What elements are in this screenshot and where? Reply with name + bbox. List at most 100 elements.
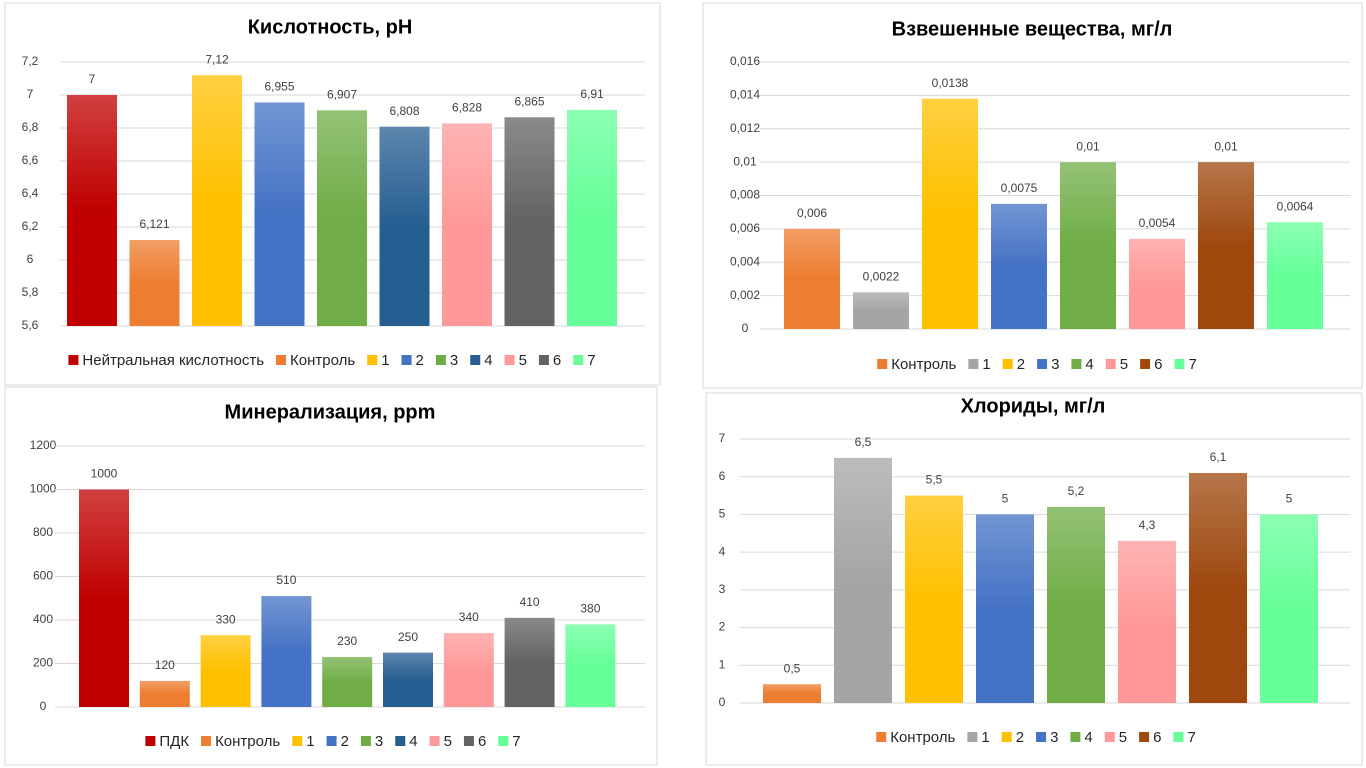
y-tick-label: 0,012	[730, 121, 760, 135]
legend-swatch	[435, 355, 446, 365]
legend-label: 7	[512, 733, 520, 750]
bar	[504, 117, 555, 327]
data-label: 7	[89, 72, 96, 86]
legend-swatch	[360, 736, 371, 746]
y-tick-label: 7	[719, 431, 726, 445]
legend-swatch	[326, 736, 337, 746]
data-label: 0,0138	[932, 76, 969, 90]
bar	[567, 109, 617, 326]
data-label: 0,5	[784, 661, 801, 675]
data-label: 5	[1286, 492, 1293, 506]
chart: Взвешенные вещества, мг/л 0 0,002 0,004 0,00…	[730, 18, 1350, 373]
legend-label: 7	[1188, 356, 1196, 373]
legend-swatch	[968, 359, 979, 369]
data-label: 6,907	[327, 88, 357, 102]
legend-swatch	[1002, 359, 1013, 369]
bar	[991, 203, 1047, 329]
chart: Кислотность, pH 5,6 5,8 6 6,2 6,4 6,6 6,8 7 7,2 7 6…	[22, 16, 645, 369]
bar	[254, 102, 305, 326]
legend-swatch	[877, 359, 888, 369]
y-tick-label: 0	[40, 699, 47, 713]
y-tick-label: 7	[27, 87, 34, 101]
legend-label: 5	[444, 733, 452, 750]
bar	[976, 514, 1034, 703]
legend-label: 2	[341, 733, 349, 750]
bar	[442, 123, 492, 326]
legend-swatch	[395, 736, 406, 746]
bar	[322, 656, 373, 707]
y-tick-label: 0,016	[730, 54, 760, 68]
y-tick-label: 6	[27, 252, 34, 266]
y-tick-label: 800	[33, 525, 53, 539]
legend-label: 1	[381, 352, 389, 369]
legend-label: Контроль	[891, 356, 956, 373]
bar	[200, 635, 251, 707]
legend-label: 6	[1153, 729, 1161, 746]
legend-label: 6	[1154, 356, 1162, 373]
data-label: 0,0022	[863, 269, 900, 283]
legend-swatch	[463, 736, 474, 746]
legend-swatch	[876, 732, 887, 742]
data-label: 6,865	[514, 94, 544, 108]
legend-swatch	[276, 355, 287, 365]
legend-label: 4	[484, 352, 492, 369]
legend-label: 1	[982, 356, 990, 373]
y-tick-label: 0,008	[730, 188, 760, 202]
data-label: 5,5	[926, 473, 943, 487]
legend-label: 5	[1120, 356, 1128, 373]
legend-label: 2	[416, 352, 424, 369]
chart-title: Хлориды, мг/л	[961, 395, 1106, 417]
data-label: 6,91	[580, 87, 604, 101]
data-label: 6,1	[1210, 450, 1227, 464]
y-tick-label: 6	[719, 469, 726, 483]
legend-swatch	[470, 355, 481, 365]
y-tick-label: 0,014	[730, 88, 760, 102]
data-label: 340	[459, 610, 479, 624]
legend-label: 3	[1050, 729, 1058, 746]
legend-swatch	[1001, 732, 1012, 742]
legend-label: 7	[587, 352, 595, 369]
chart-title: Минерализация, ppm	[225, 401, 436, 423]
y-tick-label: 0	[719, 695, 726, 709]
bar	[1189, 472, 1247, 703]
y-tick-label: 5,6	[22, 318, 39, 332]
data-label: 6,955	[264, 80, 294, 94]
legend-label: 3	[450, 352, 458, 369]
legend-label: Контроль	[890, 729, 955, 746]
y-tick-label: 5	[719, 507, 726, 521]
legend-swatch	[967, 732, 978, 742]
y-tick-label: 3	[719, 582, 726, 596]
y-tick-label: 400	[33, 612, 53, 626]
legend-label: ПДК	[159, 733, 189, 750]
bar	[1267, 222, 1323, 329]
data-label: 5	[1002, 492, 1009, 506]
legend-swatch	[68, 355, 79, 365]
bar	[853, 292, 909, 329]
y-tick-label: 1000	[30, 482, 57, 496]
legend-swatch	[504, 355, 515, 365]
bar	[922, 98, 978, 330]
bar	[67, 95, 117, 326]
data-label: 0,0075	[1001, 181, 1038, 195]
legend-swatch	[292, 736, 303, 746]
legend-swatch	[1140, 359, 1151, 369]
data-label: 6,828	[452, 101, 482, 115]
bar	[192, 75, 242, 326]
legend-label: 2	[1017, 356, 1025, 373]
legend-label: 5	[519, 352, 527, 369]
bar	[443, 633, 494, 707]
legend-label: Контроль	[215, 733, 280, 750]
y-tick-label: 1	[719, 657, 726, 671]
legend-label: 2	[1016, 729, 1024, 746]
data-label: 4,3	[1139, 518, 1156, 532]
legend-swatch	[1139, 732, 1150, 742]
legend-swatch	[1173, 732, 1184, 742]
bar	[383, 652, 433, 707]
data-label: 6,808	[389, 104, 419, 118]
legend-label: Нейтральная кислотность	[82, 352, 264, 369]
chart: Минерализация, ppm 0 200 400 600 800 1000 1200 1…	[30, 401, 645, 750]
data-label: 510	[276, 573, 296, 587]
y-tick-label: 6,8	[22, 120, 39, 134]
data-label: 330	[216, 612, 236, 626]
